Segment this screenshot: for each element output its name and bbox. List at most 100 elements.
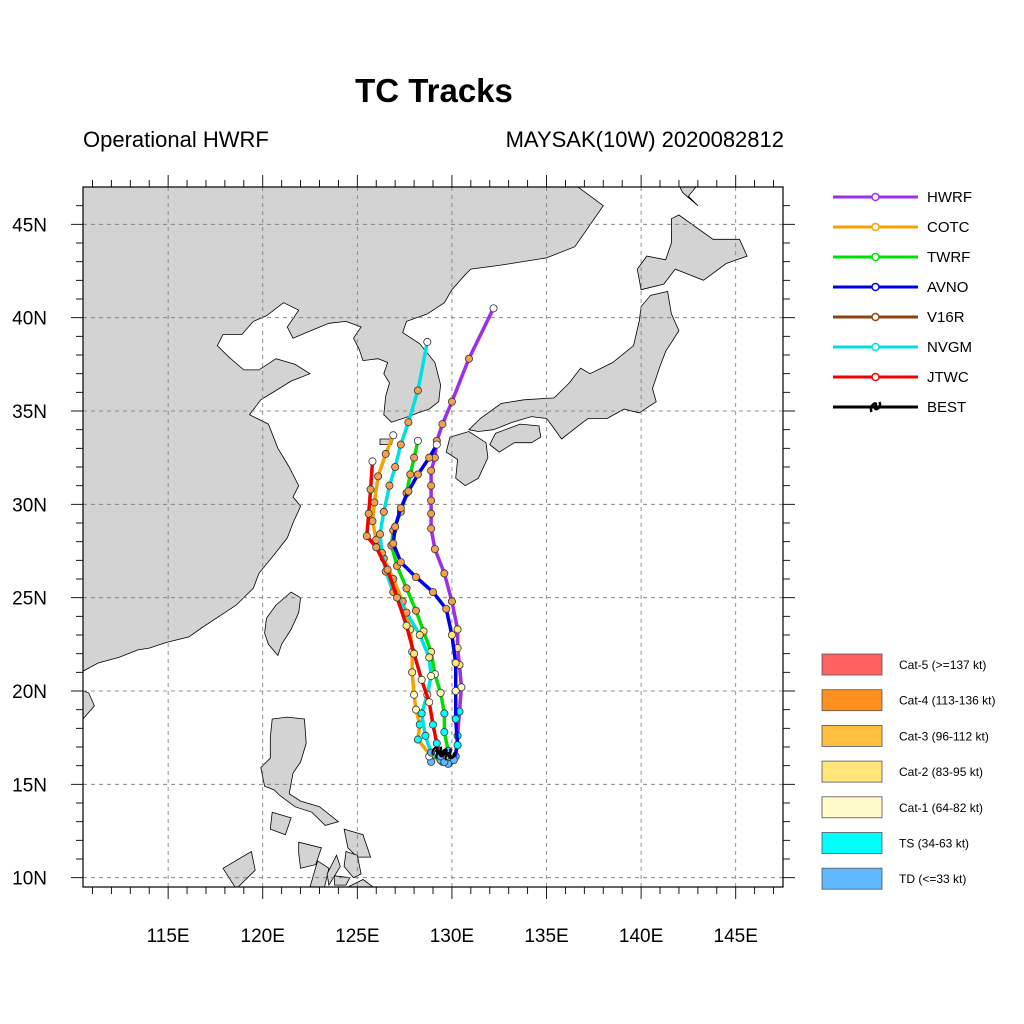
track-point-nvgm	[413, 386, 422, 395]
track-point-nvgm	[385, 481, 394, 490]
track-point-cotc	[411, 705, 420, 714]
intensity-legend: Cat-5 (>=137 kt) Cat-4 (113-136 kt) Cat-3 …	[821, 653, 996, 890]
category-label: Cat-5 (>=137 kt)	[899, 658, 986, 672]
track-point-avno	[404, 487, 413, 496]
track-point-hwrf	[457, 683, 466, 692]
track-point-nvgm	[391, 462, 400, 471]
track-point-nvgm	[417, 709, 426, 718]
track-point-nvgm	[423, 337, 432, 346]
track-point-twrf	[411, 606, 420, 615]
legend-marker-v16r	[871, 312, 880, 322]
legend-label-jtwc: JTWC	[927, 369, 969, 386]
x-tick-label: 145E	[714, 926, 758, 947]
sakhalin	[679, 187, 699, 207]
track-point-hwrf	[427, 496, 436, 505]
category-label: Cat-4 (113-136 kt)	[899, 694, 996, 708]
track-point-jtwc	[372, 543, 381, 552]
track-point-jtwc	[368, 457, 377, 466]
category-swatch	[821, 760, 883, 783]
hokkaido	[636, 214, 748, 291]
x-tick-label: 130E	[430, 926, 474, 947]
track-point-avno	[413, 470, 422, 479]
hurricane-icon	[444, 751, 456, 761]
track-point-hwrf	[464, 354, 473, 363]
bohol	[334, 875, 351, 886]
chart-title: TC Tracks	[355, 72, 513, 109]
track-point-cotc	[381, 449, 390, 458]
track-point-avno	[451, 715, 460, 724]
category-swatch	[821, 653, 883, 676]
taiwan	[264, 591, 302, 657]
hainan-edge	[83, 690, 95, 720]
y-tick-label: 40N	[12, 309, 47, 330]
legend-marker-nvgm	[871, 342, 880, 352]
legend-label-nvgm: NVGM	[927, 339, 972, 356]
category-label: TS (34-63 kt)	[899, 837, 969, 851]
track-point-jtwc	[425, 698, 434, 707]
category-swatch	[821, 725, 883, 747]
track-point-twrf	[436, 688, 445, 697]
y-tick-label: 10N	[12, 869, 47, 890]
track-point-jtwc	[364, 509, 373, 518]
x-tick-label: 125E	[335, 926, 379, 947]
palawan	[222, 850, 256, 887]
category-swatch	[821, 832, 883, 854]
track-point-nvgm	[427, 672, 436, 681]
track-point-cotc	[374, 472, 383, 481]
track-layer	[362, 304, 498, 768]
track-point-hwrf	[440, 569, 449, 578]
track-point-twrf	[440, 728, 449, 737]
track-point-avno	[451, 659, 460, 668]
track-point-cotc	[413, 735, 422, 744]
track-point-nvgm	[376, 530, 385, 539]
legend-marker-cotc	[871, 222, 880, 232]
track-point-hwrf	[430, 545, 439, 554]
shikoku	[489, 423, 542, 453]
x-tick-label: 115E	[147, 926, 190, 947]
y-tick-label: 25N	[12, 589, 47, 610]
track-point-hwrf	[427, 524, 436, 533]
luzon	[260, 716, 340, 826]
cebu	[326, 854, 341, 887]
track-point-jtwc	[362, 532, 371, 541]
legend-label-hwrf: HWRF	[927, 189, 972, 206]
category-swatch	[821, 867, 883, 890]
track-point-jtwc	[417, 675, 426, 684]
panay	[298, 841, 322, 869]
track-point-jtwc	[428, 720, 437, 729]
legend-marker-hwrf	[871, 192, 880, 202]
track-point-avno	[396, 558, 405, 567]
y-tick-label: 30N	[12, 495, 47, 516]
track-point-avno	[428, 588, 437, 597]
legend-label-cotc: COTC	[927, 219, 970, 236]
track-point-twrf	[413, 436, 422, 445]
y-tick-label: 35N	[12, 402, 47, 423]
legend-marker-twrf	[871, 252, 880, 262]
category-swatch	[821, 689, 883, 712]
track-point-twrf	[406, 470, 415, 479]
track-point-jtwc	[366, 485, 375, 494]
track-point-hwrf	[447, 597, 456, 606]
land-layer	[83, 187, 748, 887]
axis-labels: 115E 120E 125E 130E 135E 140E 145E 10N 15N 20N 25N…	[12, 215, 758, 947]
track-point-hwrf	[453, 625, 462, 634]
legend-best-symbol	[869, 401, 882, 413]
track-point-cotc	[389, 431, 398, 440]
track-point-jtwc	[410, 649, 419, 658]
category-label: Cat-1 (64-82 kt)	[899, 801, 983, 815]
track-hwrf	[429, 306, 496, 766]
track-point-hwrf	[427, 466, 436, 475]
y-tick-label: 15N	[12, 775, 47, 796]
track-point-twrf	[440, 709, 449, 718]
track-point-avno	[451, 687, 460, 696]
track-point-avno	[389, 539, 398, 548]
legend-label-avno: AVNO	[927, 279, 968, 296]
track-point-nvgm	[425, 653, 434, 662]
category-label: TD (<=33 kt)	[899, 872, 966, 886]
storm-subtitle: MAYSAK(10W) 2020082812	[505, 127, 784, 152]
honshu	[468, 291, 680, 440]
track-point-avno	[425, 453, 434, 462]
track-point-cotc	[408, 668, 417, 677]
track-point-hwrf	[438, 420, 447, 429]
legend-marker-avno	[871, 282, 880, 292]
